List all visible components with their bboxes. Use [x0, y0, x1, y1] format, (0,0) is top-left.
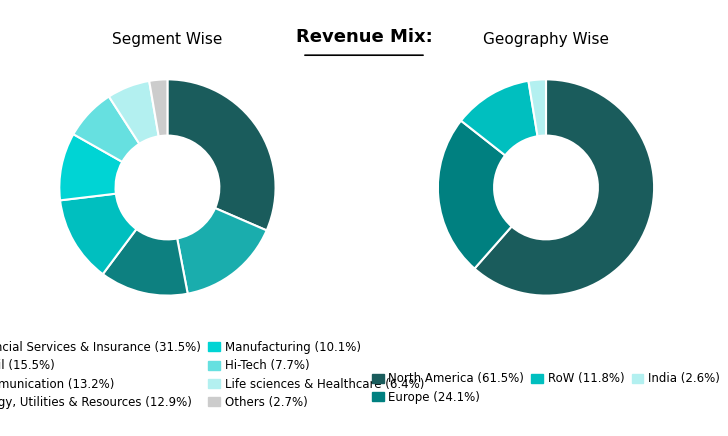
- Wedge shape: [167, 79, 276, 230]
- Legend: North America (61.5%), Europe (24.1%), RoW (11.8%), India (2.6%): North America (61.5%), Europe (24.1%), R…: [368, 369, 724, 407]
- Wedge shape: [475, 79, 654, 296]
- Wedge shape: [74, 96, 139, 162]
- Wedge shape: [109, 81, 159, 144]
- Text: Revenue Mix:: Revenue Mix:: [296, 28, 432, 46]
- Wedge shape: [529, 79, 546, 136]
- Wedge shape: [461, 81, 537, 155]
- Wedge shape: [60, 194, 136, 274]
- Wedge shape: [59, 134, 122, 201]
- Title: Geography Wise: Geography Wise: [483, 32, 609, 47]
- Wedge shape: [103, 229, 188, 296]
- Wedge shape: [177, 208, 266, 294]
- Wedge shape: [438, 121, 512, 269]
- Legend: Financial Services & Insurance (31.5%), Retail (15.5%), Communication (13.2%), E: Financial Services & Insurance (31.5%), …: [0, 337, 427, 412]
- Wedge shape: [149, 79, 167, 136]
- Title: Segment Wise: Segment Wise: [112, 32, 223, 47]
